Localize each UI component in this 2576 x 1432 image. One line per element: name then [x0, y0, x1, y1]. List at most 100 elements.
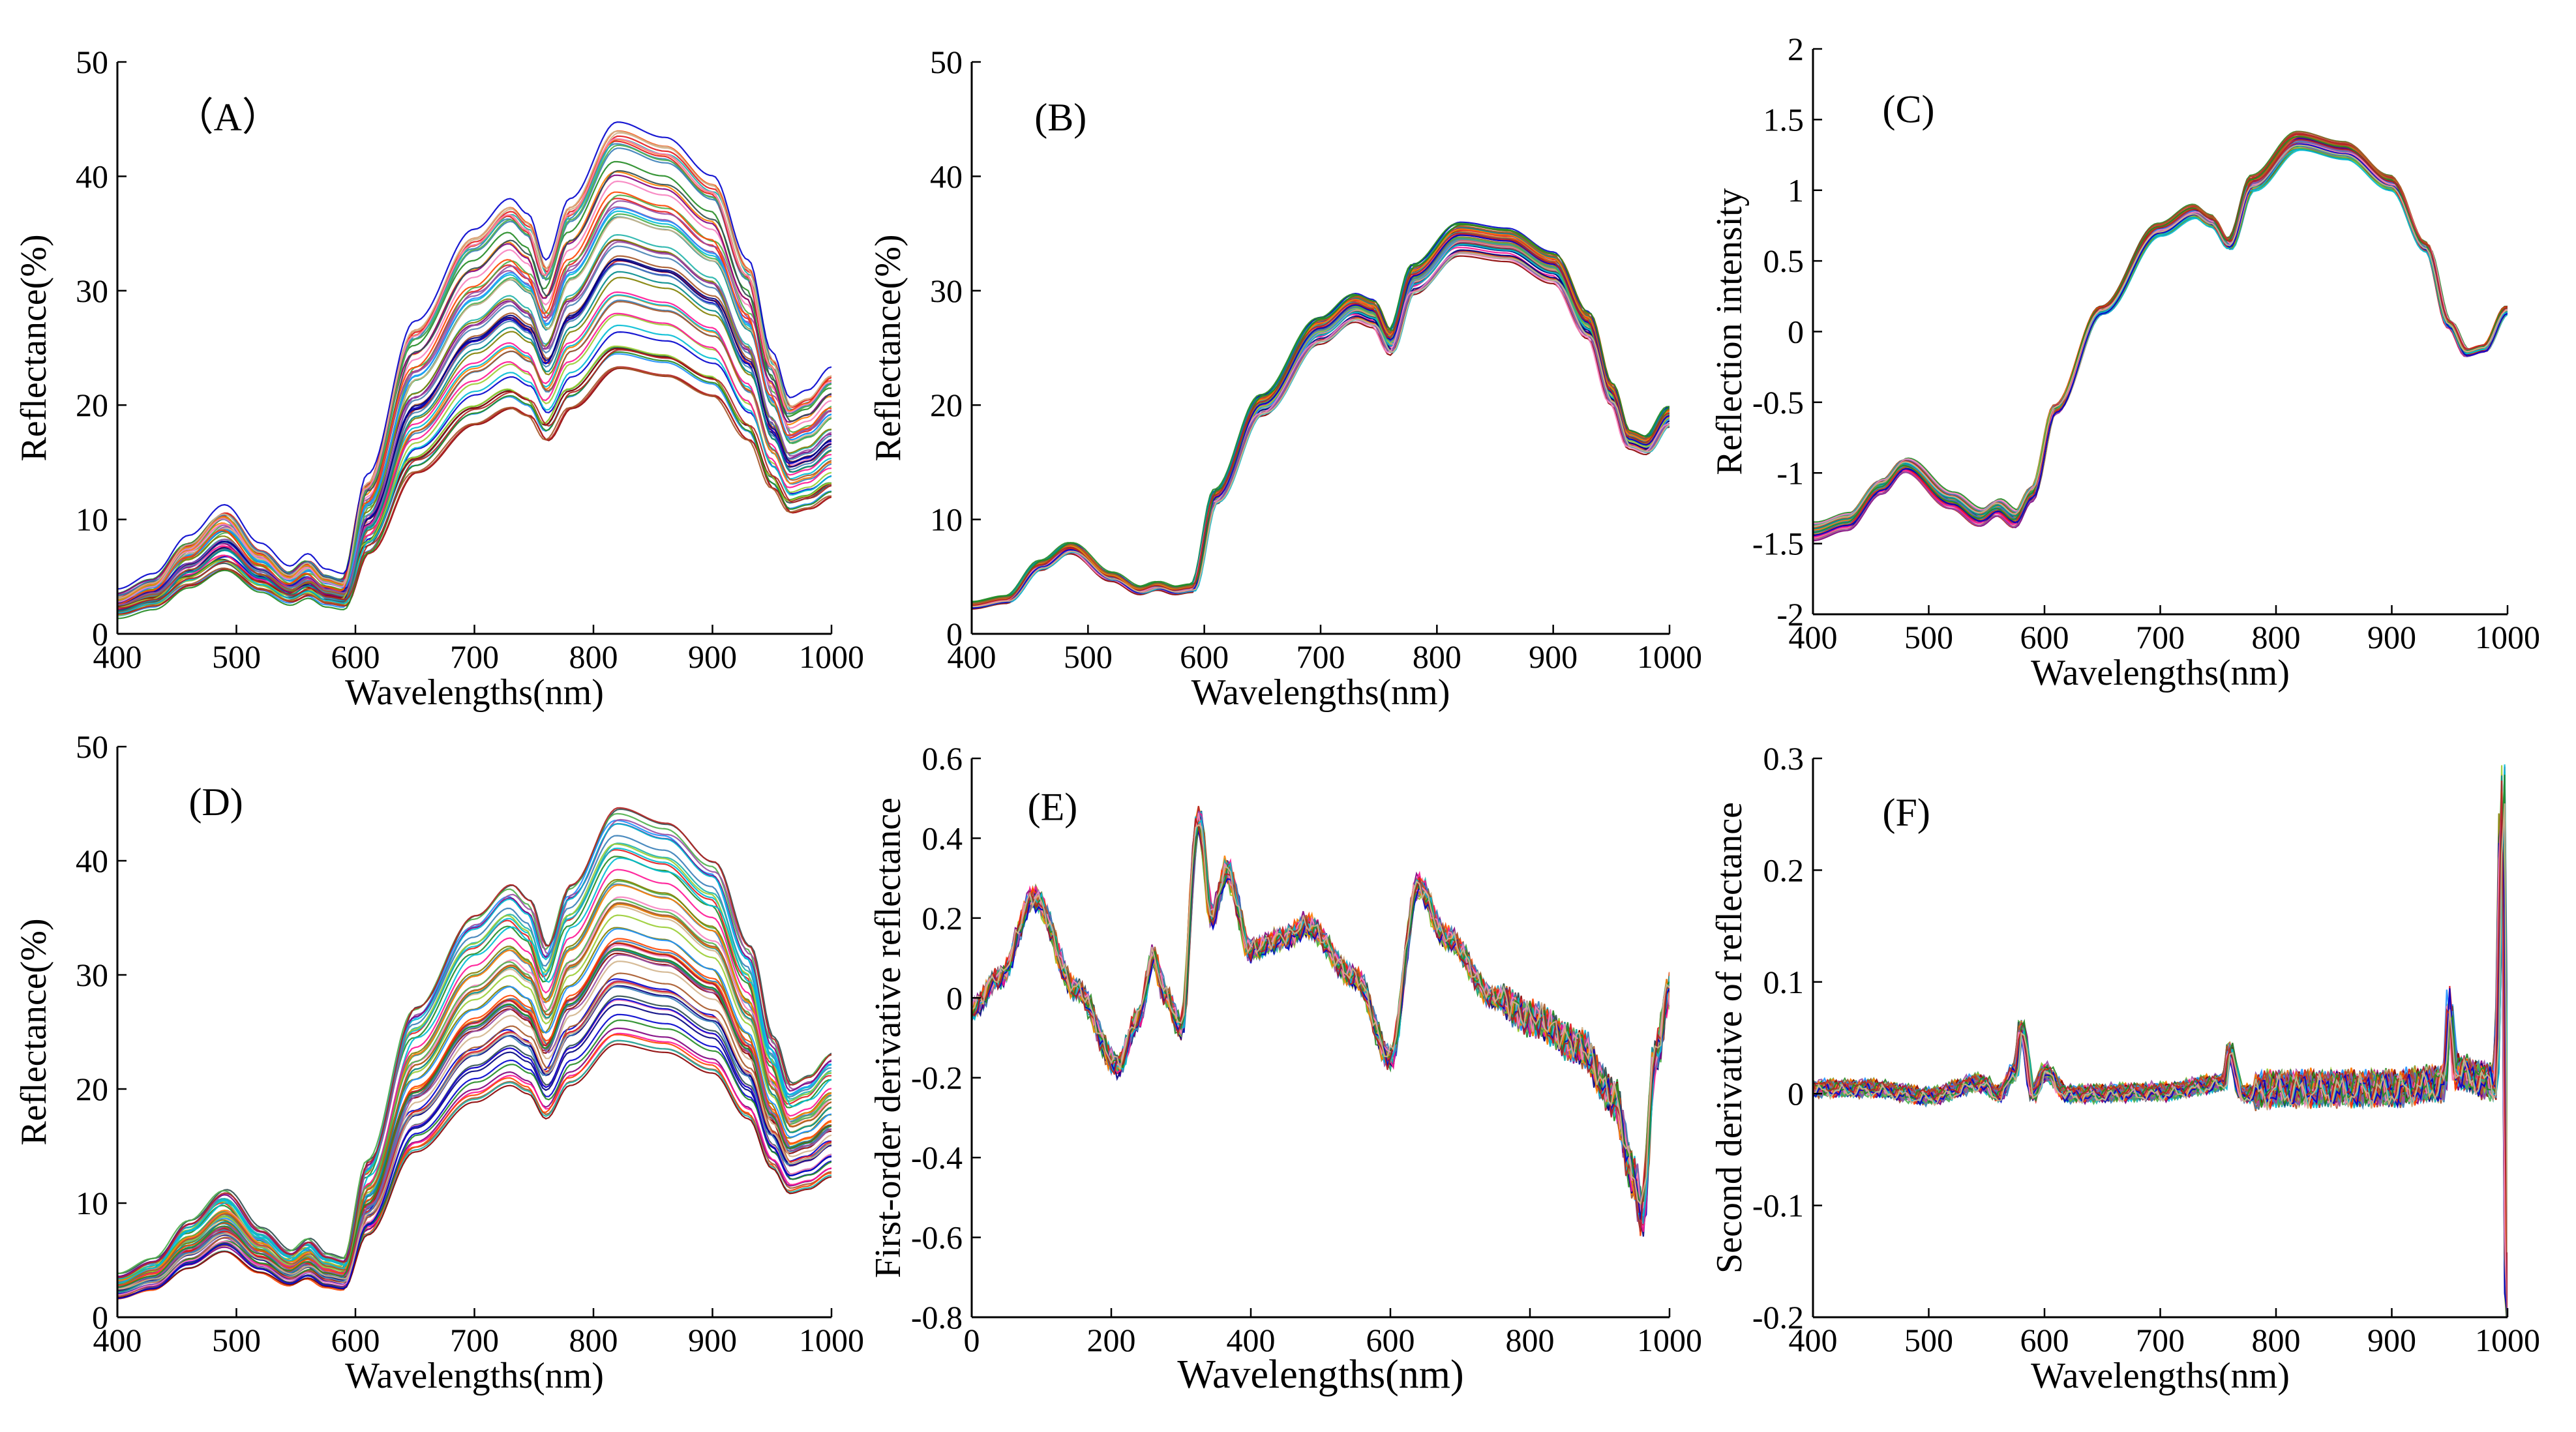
spectrum-line	[117, 878, 831, 1287]
spectrum-line	[117, 902, 831, 1283]
spectrum-line	[117, 331, 831, 607]
spectrum-line	[972, 226, 1670, 604]
y-tick-label: 30	[76, 957, 108, 993]
x-tick-label: 1000	[799, 1322, 864, 1358]
spectrum-line	[117, 216, 831, 598]
y-tick-label: 0	[92, 616, 108, 652]
panel-b: 400 500 600 700 800 900 1000 0 10 20 30 40 50 Wavelen…	[868, 44, 1702, 713]
x-tick-label: 900	[2367, 1322, 2416, 1358]
y-tick-label: 40	[76, 158, 108, 194]
y-tick-label: 0	[92, 1299, 108, 1335]
series-group	[1813, 764, 2508, 1317]
x-tick-label: 600	[1180, 638, 1229, 675]
spectrum-line	[1813, 139, 2508, 541]
spectrum-line	[117, 130, 831, 599]
x-tick-label: 600	[331, 1322, 380, 1358]
y-tick-label: 10	[76, 1185, 108, 1221]
y-tick-label: -0.2	[1752, 1299, 1804, 1335]
x-tick-label: 1000	[2475, 1322, 2540, 1358]
series-group	[117, 121, 831, 619]
spectrum-line	[1813, 144, 2508, 528]
spectrum-line	[972, 224, 1670, 603]
y-tick-label: 50	[930, 44, 963, 80]
x-tick-label: 700	[2136, 619, 2185, 655]
y-axis-title: First-order derivative reflectance	[868, 798, 908, 1278]
spectrum-line	[117, 301, 831, 605]
x-tick-label: 700	[1296, 638, 1345, 675]
spectrum-line	[117, 995, 831, 1298]
panel-label: (E)	[1028, 785, 1078, 828]
spectrum-line	[117, 807, 831, 1279]
spectrum-line	[117, 857, 831, 1280]
y-tick-label: 30	[76, 273, 108, 309]
x-tick-label: 800	[569, 638, 618, 675]
panel-label: (C)	[1883, 88, 1935, 131]
x-tick-label: 400	[1789, 1322, 1838, 1358]
y-tick-label: 0.2	[1763, 852, 1805, 888]
panel-e: 0 200 400 600 800 1000 -0.8 -0.6 -0.4 -0.2 0 0.2 0.4…	[868, 740, 1702, 1397]
spectrum-line	[117, 998, 831, 1300]
x-tick-label: 400	[948, 638, 996, 675]
spectrum-line	[972, 824, 1670, 1206]
spectrum-line	[117, 345, 831, 609]
y-tick-label: -1.5	[1752, 526, 1804, 562]
x-tick-label: 400	[93, 638, 142, 675]
spectrum-line	[117, 366, 831, 614]
x-tick-label: 1000	[799, 638, 864, 675]
x-tick-label: 600	[2020, 1322, 2069, 1358]
y-tick-label: -0.6	[911, 1219, 963, 1256]
spectrum-line	[117, 121, 831, 590]
x-tick-label: 500	[212, 1322, 261, 1358]
x-tick-label: 700	[450, 638, 499, 675]
spectrum-line	[117, 947, 831, 1289]
spectrum-line	[117, 207, 831, 601]
spectrum-line	[117, 258, 831, 604]
spectrum-line	[117, 291, 831, 603]
x-tick-label: 700	[450, 1322, 499, 1358]
panel-label: （A）	[175, 96, 281, 139]
series-group	[1813, 130, 2508, 542]
spectrum-line	[117, 213, 831, 604]
panel-label: (B)	[1034, 96, 1086, 139]
spectrum-line	[117, 1027, 831, 1296]
spectrum-line	[117, 147, 831, 597]
spectrum-line	[117, 271, 831, 612]
x-tick-label: 800	[1506, 1322, 1555, 1358]
panel-f: 400 500 600 700 800 900 1000 -0.2 -0.1 0 0.1 0.2 0.3…	[1709, 740, 2540, 1396]
y-tick-label: 50	[76, 728, 108, 765]
spectrum-line	[972, 228, 1670, 606]
y-tick-label: 0	[946, 979, 963, 1016]
x-axis-title: Wavelengths(nm)	[1191, 672, 1450, 713]
x-tick-label: 400	[93, 1322, 142, 1358]
y-tick-label: 20	[930, 387, 963, 423]
x-tick-label: 800	[2252, 1322, 2301, 1358]
x-tick-label: 1000	[1637, 638, 1702, 675]
spectrum-line	[117, 138, 831, 603]
x-tick-label: 800	[2252, 619, 2301, 655]
spectrum-line	[1813, 803, 2508, 1253]
x-tick-label: 600	[2020, 619, 2069, 655]
spectrum-line	[117, 843, 831, 1281]
x-tick-label: 400	[1789, 619, 1838, 655]
x-axis-title: Wavelengths(nm)	[2031, 653, 2290, 693]
y-tick-label: 40	[76, 843, 108, 879]
spectrum-line	[117, 241, 831, 606]
y-tick-label: 0.5	[1763, 243, 1805, 279]
y-tick-label: -0.2	[911, 1060, 963, 1096]
spectrum-line	[117, 986, 831, 1289]
spectrum-line	[117, 312, 831, 610]
spectrum-line	[117, 896, 831, 1282]
panel-label: (F)	[1883, 791, 1930, 834]
spectrum-line	[117, 324, 831, 614]
y-tick-label: 0.6	[922, 740, 963, 777]
y-tick-label: 0	[1788, 1075, 1804, 1112]
x-tick-label: 0	[964, 1322, 980, 1358]
spectrum-line	[117, 823, 831, 1285]
y-tick-label: -0.4	[911, 1139, 963, 1176]
spectrum-line	[972, 818, 1670, 1232]
spectrum-line	[117, 351, 831, 619]
spectrum-line	[117, 954, 831, 1287]
x-axis-title: Wavelengths(nm)	[345, 1356, 604, 1396]
series-group	[972, 221, 1670, 610]
